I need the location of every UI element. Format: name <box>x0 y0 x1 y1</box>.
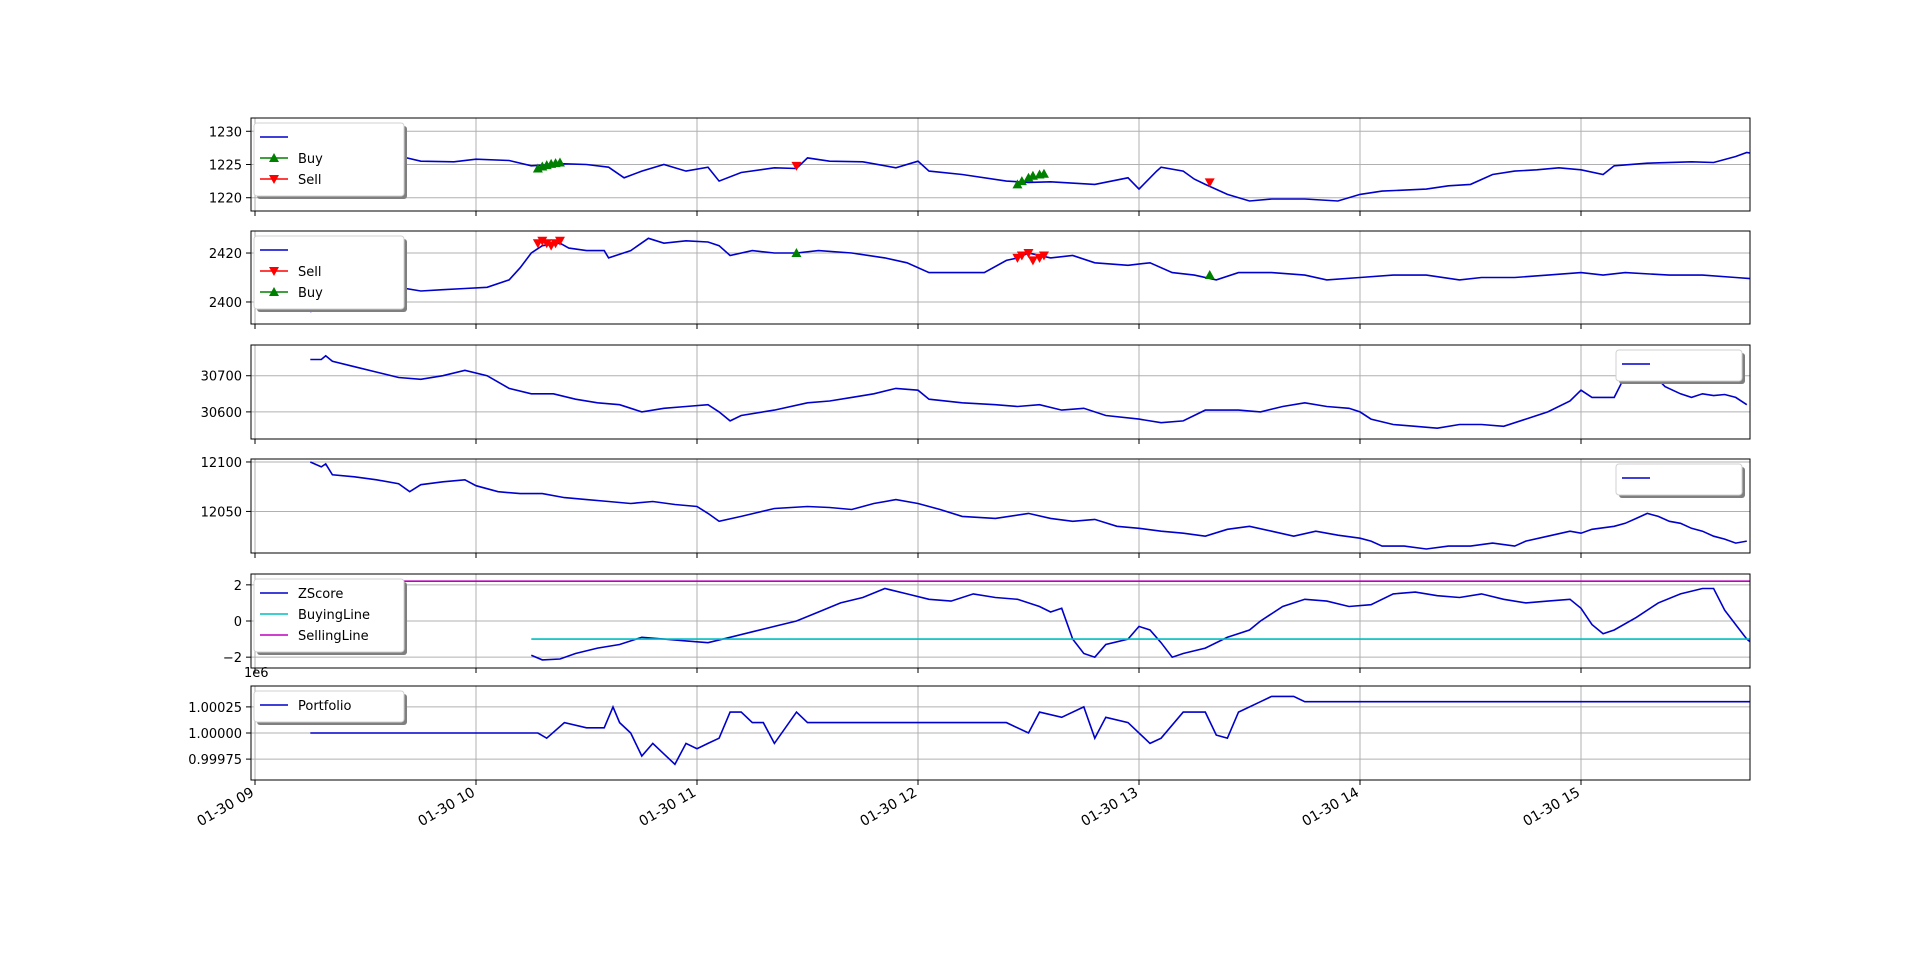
axes-frame <box>250 230 1751 325</box>
sell-marker <box>1027 256 1038 266</box>
sell-marker <box>554 236 565 246</box>
sell-marker <box>1023 249 1034 259</box>
legend-box <box>253 235 405 310</box>
panel-1: 1230 1225 1220 Buy Sell <box>209 117 1751 216</box>
sell-marker <box>1038 251 1049 261</box>
y-tick-label: 30600 <box>201 406 242 421</box>
legend-label: Sell <box>298 173 321 188</box>
x-tick-label: 01-30 15 <box>1520 785 1583 830</box>
legend-label: SellingLine <box>298 629 369 644</box>
legend-box <box>253 690 405 723</box>
buy-marker <box>1204 270 1215 280</box>
x-axis-ticks: 01-30 09 01-30 10 01-30 11 01-30 12 01-30 13… <box>194 785 1583 830</box>
legend-label: Sell <box>298 265 321 280</box>
legend <box>1615 463 1745 498</box>
legend: ZScore BuyingLine SellingLine <box>253 578 407 655</box>
legend-sell-marker <box>269 175 279 184</box>
y-tick-label: 0 <box>234 615 242 630</box>
axes-frame <box>250 458 1751 554</box>
panel-5: 2 0 −2 ZScore BuyingLine SellingLine <box>223 573 1751 673</box>
panel-6: 1.00025 1.00000 0.99975 Portfolio <box>188 685 1751 785</box>
legend: Portfolio <box>253 690 407 725</box>
x-tick-label: 01-30 11 <box>636 785 699 830</box>
y-tick-label: 2420 <box>209 247 242 262</box>
series-line-price <box>309 126 1750 202</box>
y-tick-label: −2 <box>223 651 242 666</box>
x-tick-label: 01-30 09 <box>194 785 257 830</box>
legend-label: Portfolio <box>298 699 352 714</box>
x-tick-label: 01-30 10 <box>415 785 478 830</box>
axes-frame <box>250 573 1751 669</box>
series-line-price <box>310 354 1748 430</box>
y-tick-label: 1.00025 <box>188 701 242 716</box>
legend-box <box>1615 349 1743 382</box>
buy-marker <box>791 248 802 258</box>
panels: 123012251220BuySell24202400SellBuy307003… <box>188 117 1751 785</box>
x-tick-label: 01-30 13 <box>1078 785 1141 830</box>
series-line-portfolio <box>310 695 1750 766</box>
series-line-price <box>309 237 1750 313</box>
panel-4: 12100 12050 <box>201 456 1751 558</box>
y-tick-label: 2400 <box>209 296 242 311</box>
axes-frame <box>250 344 1751 440</box>
legend-label: Buy <box>298 152 323 167</box>
y-tick-label: 1220 <box>209 192 242 207</box>
y-tick-label: 1230 <box>209 125 242 140</box>
legend <box>1615 349 1745 384</box>
legend-label: BuyingLine <box>298 608 370 623</box>
series-line-zscore <box>530 587 1750 661</box>
y-tick-label: 1.00000 <box>188 727 242 742</box>
buy-marker <box>1016 176 1027 186</box>
y-tick-label: 1225 <box>209 159 242 174</box>
panel-2: 2420 2400 Sell Buy <box>209 230 1751 329</box>
legend-sell-marker <box>269 267 279 276</box>
legend-buy-marker <box>269 287 279 296</box>
sell-marker <box>791 161 802 171</box>
legend-buy-marker <box>269 153 279 162</box>
y-tick-label: 12050 <box>201 505 242 520</box>
panel-3: 30700 30600 <box>201 344 1751 444</box>
legend-label: ZScore <box>298 587 343 602</box>
sell-marker <box>1204 178 1215 188</box>
legend-label: Buy <box>298 286 323 301</box>
y-tick-label: 2 <box>234 579 242 594</box>
buy-marker <box>1038 168 1049 178</box>
legend-box <box>253 122 405 197</box>
sell-marker <box>541 239 552 249</box>
y-tick-label: 0.99975 <box>188 753 242 768</box>
y-tick-label: 30700 <box>201 370 242 385</box>
y-tick-label: 12100 <box>201 456 242 471</box>
legend: Sell Buy <box>253 235 407 312</box>
axes-frame <box>250 117 1751 212</box>
axes-frame <box>250 685 1751 781</box>
sell-marker <box>1016 251 1027 261</box>
buy-marker <box>1012 179 1023 189</box>
axis-multiplier-label: 1e6 <box>244 666 269 681</box>
legend-box <box>253 578 405 653</box>
series-line-price <box>309 461 1747 550</box>
legend: Buy Sell <box>253 122 407 199</box>
legend-box <box>1615 463 1743 496</box>
x-tick-label: 01-30 12 <box>857 785 920 830</box>
sell-marker <box>537 236 548 246</box>
x-tick-label: 01-30 14 <box>1299 785 1362 830</box>
buy-marker <box>554 157 565 167</box>
